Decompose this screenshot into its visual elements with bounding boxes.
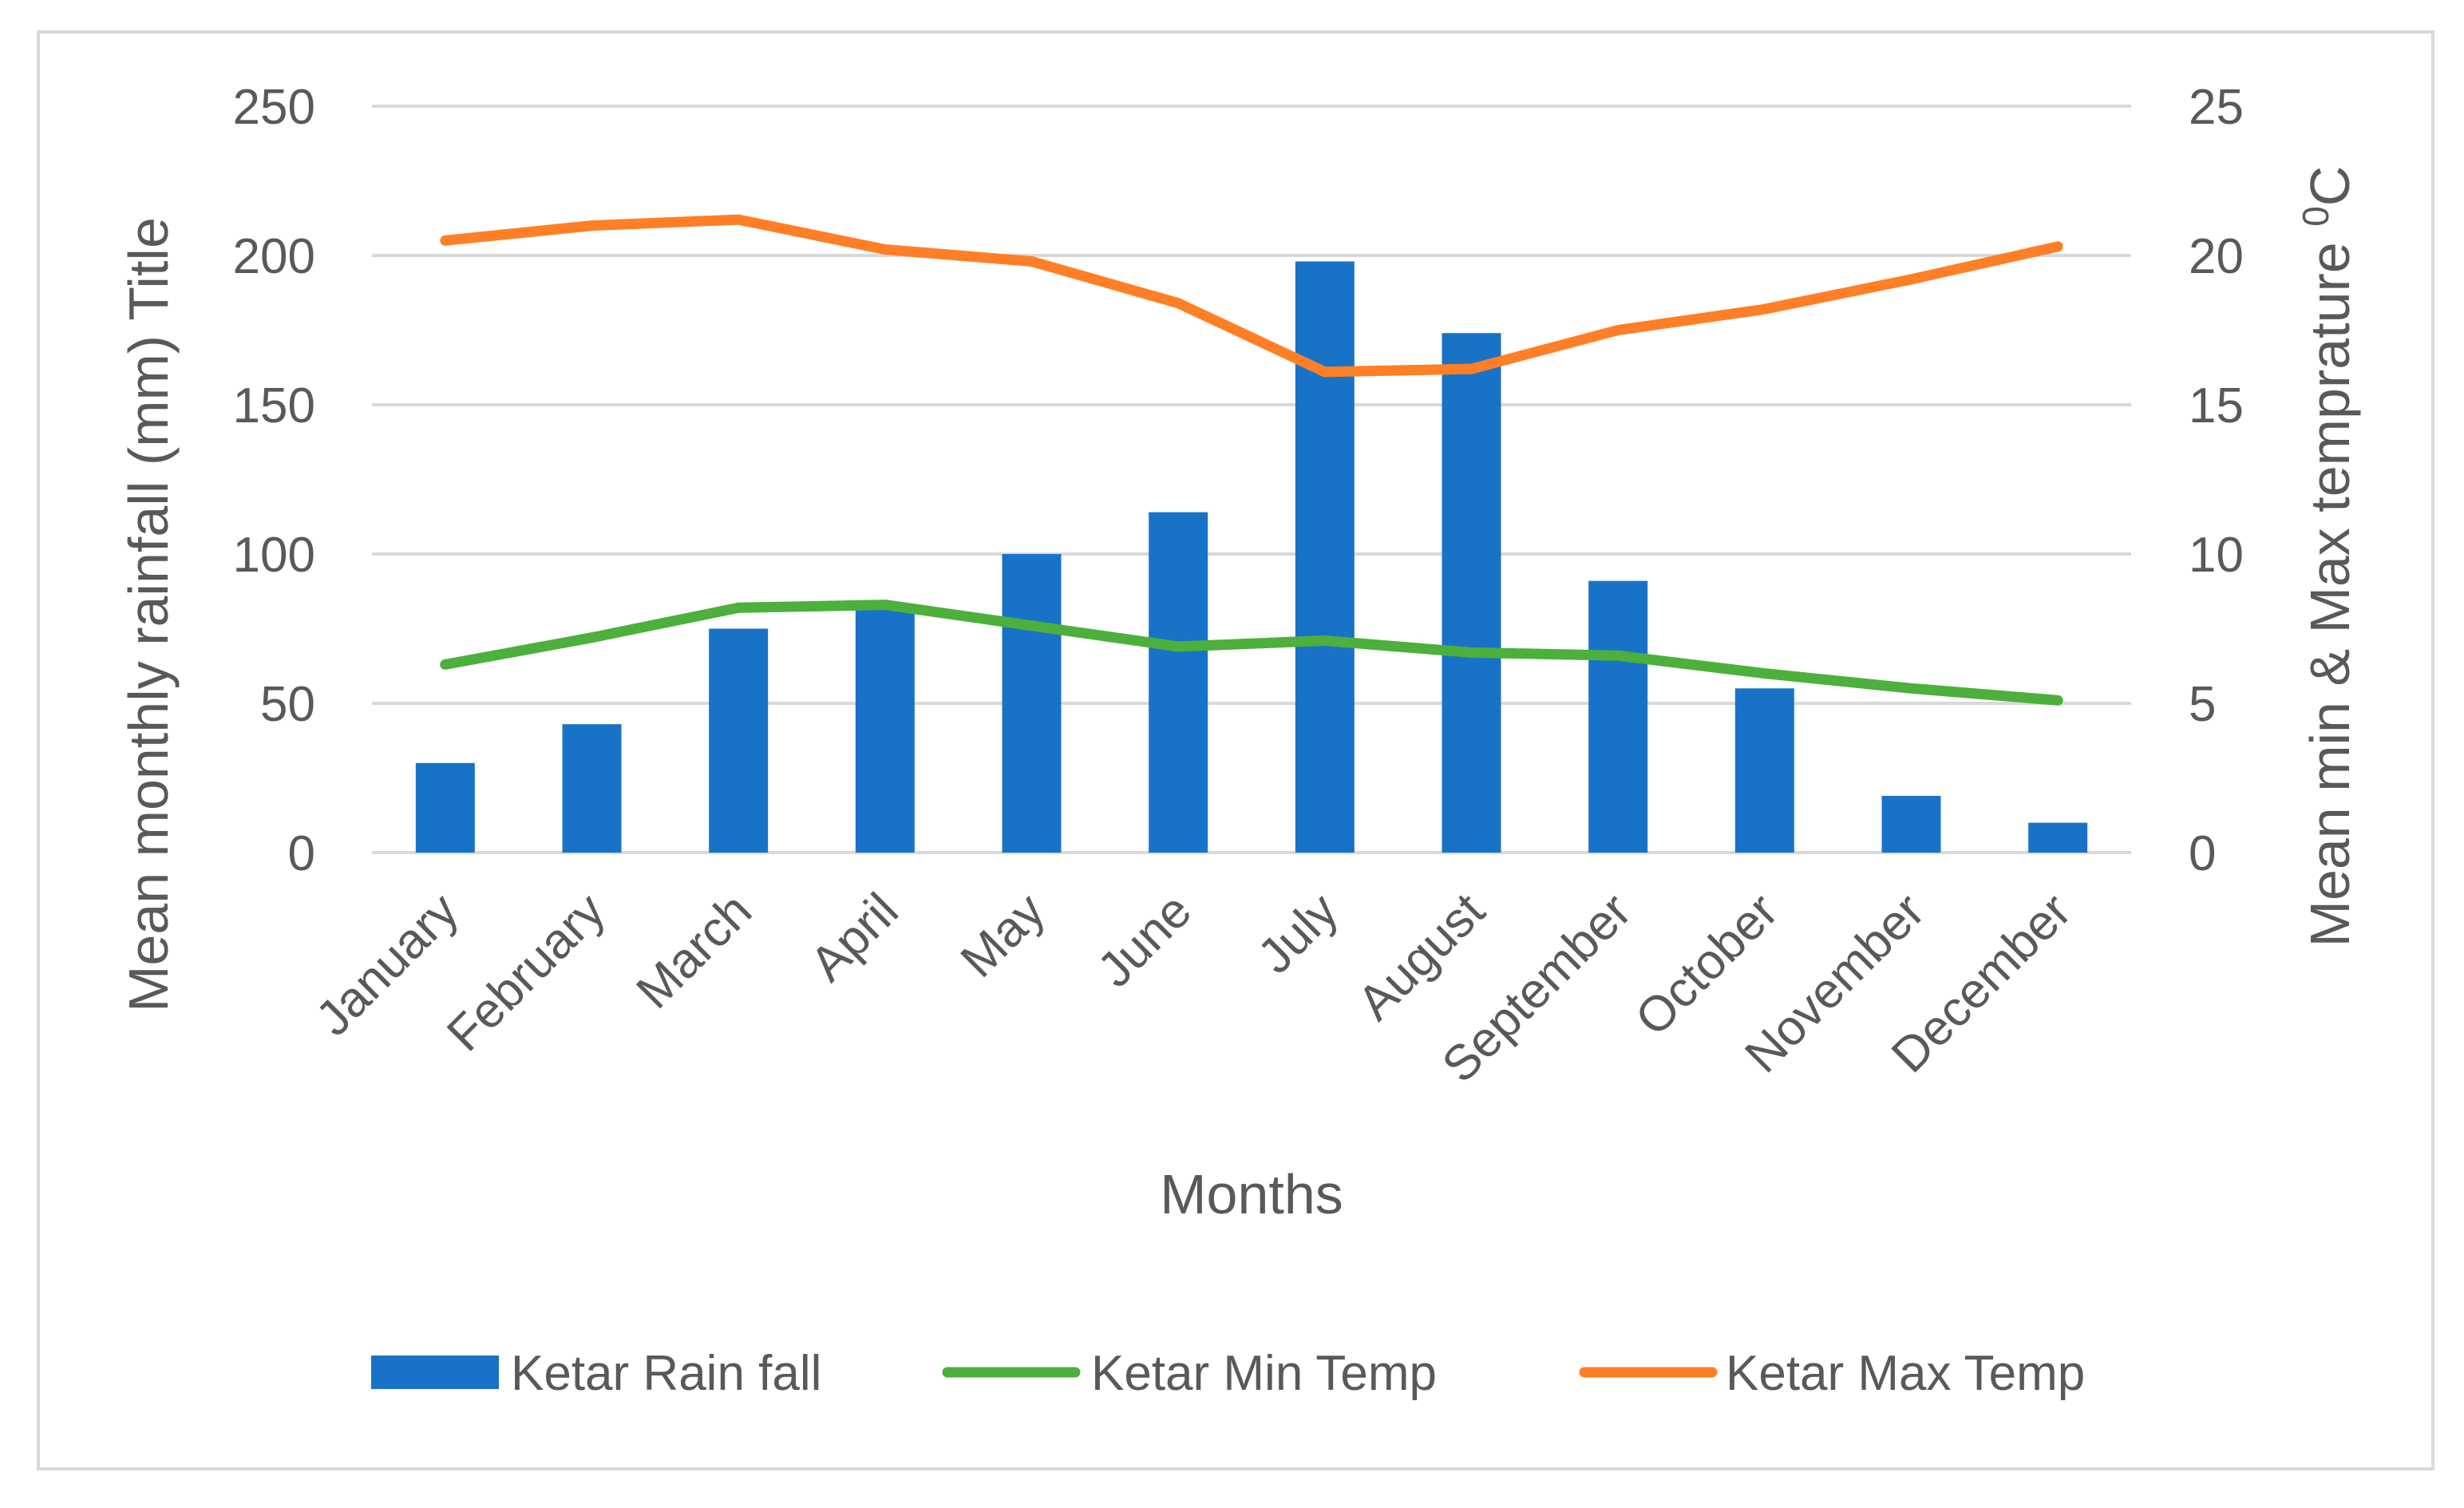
rainfall-bar (1442, 333, 1501, 853)
y-left-tick-label: 150 (233, 378, 315, 433)
y-right-axis-title-sup: 0 (2295, 206, 2336, 227)
rainfall-bar (1295, 261, 1355, 853)
rainfall-bar (562, 724, 622, 853)
legend-label-max-temp: Ketar Max Temp (1726, 1346, 2085, 1401)
rainfall-bar (1149, 512, 1208, 853)
y-right-axis-title: Mean min & Max temprature 0C (2295, 166, 2361, 948)
y-left-tick-label: 0 (288, 826, 315, 881)
chart-frame (37, 30, 2434, 1470)
legend-swatch-rainfall (371, 1356, 499, 1389)
y-right-tick-label: 5 (2189, 677, 2216, 732)
rainfall-bar (1734, 688, 1794, 853)
min-temp-line (440, 600, 2063, 706)
bars-layer (415, 261, 2088, 853)
y-left-tick-label: 50 (260, 677, 315, 732)
rainfall-bar (1002, 554, 1062, 853)
grid-layer (372, 105, 2131, 854)
rainfall-bar (415, 762, 475, 853)
y-right-tick-label: 25 (2189, 80, 2244, 135)
y-left-axis-title: Mean monthly rainfall (mm) Title (117, 217, 180, 1012)
rainfall-bar (2028, 822, 2088, 853)
y-right-tick-label: 10 (2189, 528, 2244, 583)
x-axis-title: Months (1160, 1163, 1343, 1225)
legend-label-rainfall: Ketar Rain fall (511, 1346, 821, 1401)
rainfall-bar (855, 604, 915, 853)
rainfall-bar (1588, 580, 1648, 853)
lines-layer (440, 214, 2063, 706)
y-right-axis-title-main: Mean min & Max temprature (2299, 227, 2361, 948)
y-right-tick-label: 15 (2189, 378, 2244, 433)
y-left-tick-label: 250 (233, 80, 315, 135)
rainfall-bar (709, 628, 769, 853)
rainfall-bar (1881, 795, 1941, 853)
y-right-tick-label: 20 (2189, 229, 2244, 284)
y-left-tick-label: 200 (233, 229, 315, 284)
max-temp-line (440, 214, 2063, 378)
legend: Ketar Rain fall Ketar Min Temp Ketar Max… (371, 1346, 2085, 1401)
legend-label-min-temp: Ketar Min Temp (1091, 1346, 1437, 1401)
y-left-tick-label: 100 (233, 528, 315, 583)
y-right-axis-title-end: C (2299, 166, 2361, 207)
y-right-tick-label: 0 (2189, 826, 2216, 881)
